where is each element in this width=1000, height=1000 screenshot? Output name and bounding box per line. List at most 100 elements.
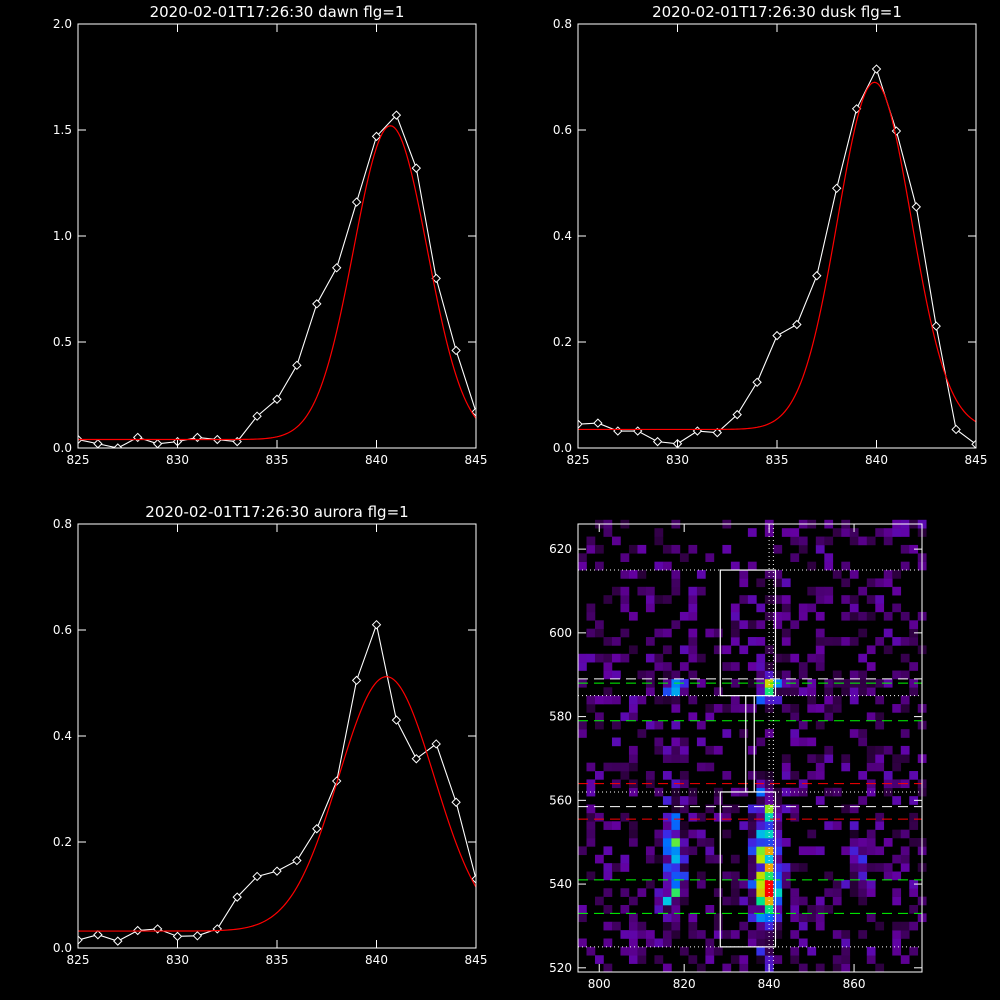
heatmap-cell — [705, 804, 715, 814]
heatmap-cell — [773, 821, 783, 830]
heatmap-cell — [756, 946, 766, 956]
heatmap-cell — [815, 905, 825, 914]
heatmap-cell — [773, 846, 783, 856]
heatmap-cell — [594, 653, 604, 663]
heatmap-cell — [875, 578, 885, 588]
data-point-marker — [93, 930, 103, 940]
data-point-marker — [192, 432, 203, 443]
heatmap-cell — [747, 821, 757, 830]
heatmap-cell — [849, 536, 859, 546]
heatmap-cell — [739, 704, 749, 713]
heatmap-cell — [611, 821, 621, 830]
heatmap-cell — [722, 662, 732, 671]
heatmap-cell — [764, 670, 774, 680]
heatmap-cell — [662, 888, 672, 897]
heatmap-cell — [900, 955, 910, 964]
heatmap-cell — [688, 595, 698, 604]
heatmap-cell — [671, 720, 681, 730]
data-point-marker — [593, 418, 603, 428]
heatmap-cell — [798, 544, 808, 554]
heatmap-cell — [620, 946, 630, 956]
heatmap-cell — [662, 812, 672, 822]
heatmap-cell — [611, 670, 621, 680]
heatmap-cell — [790, 687, 800, 696]
heatmap-cell — [790, 553, 800, 562]
heatmap-cell — [798, 670, 808, 680]
heatmap-cell — [781, 595, 791, 604]
heatmap-cell — [773, 812, 783, 822]
heatmap-cell — [645, 687, 655, 696]
heatmap-cell — [900, 729, 910, 738]
heatmap-cell — [824, 687, 834, 696]
heatmap-cell — [900, 854, 910, 864]
heatmap-cell — [654, 888, 664, 897]
heatmap-cell — [807, 737, 817, 747]
heatmap-cell — [892, 603, 902, 613]
data-point-marker — [831, 183, 842, 194]
heatmap-cell — [722, 829, 732, 839]
heatmap-cell — [764, 913, 774, 923]
heatmap-cell — [688, 812, 698, 822]
heatmap-cell — [841, 846, 851, 856]
heatmap-cell — [832, 787, 842, 797]
heatmap-cell — [730, 888, 740, 897]
heatmap-cell — [756, 829, 766, 839]
heatmap-cell — [713, 812, 723, 822]
heatmap-cell — [594, 544, 604, 554]
heatmap-cell — [909, 544, 919, 554]
heatmap-cell — [722, 645, 732, 655]
heatmap-cell — [603, 921, 613, 931]
heatmap-cell — [688, 695, 698, 705]
heatmap-cell — [730, 662, 740, 671]
heatmap-cell — [739, 821, 749, 830]
data-point-marker — [431, 273, 441, 284]
heatmap-cell — [637, 570, 647, 579]
heatmap-cell — [773, 544, 783, 554]
heatmap-cell — [671, 745, 681, 755]
heatmap-cell — [815, 544, 825, 554]
heatmap-cell — [722, 804, 732, 814]
heatmap-cell — [790, 812, 800, 822]
heatmap-cell — [790, 729, 800, 738]
heatmap-cell — [841, 528, 851, 537]
heatmap-cell — [671, 913, 681, 923]
heatmap-cell — [815, 846, 825, 856]
heatmap-cell — [909, 637, 919, 646]
heatmap-cell — [849, 879, 859, 889]
heatmap-cell — [679, 946, 689, 956]
heatmap-cell — [781, 762, 791, 772]
heatmap-cell — [722, 896, 732, 906]
heatmap-cell — [628, 645, 638, 655]
heatmap-cell — [756, 737, 766, 747]
heatmap-cell — [747, 888, 757, 897]
heatmap-cell — [764, 678, 774, 688]
heatmap-cell — [688, 586, 698, 596]
data-point-marker — [451, 345, 461, 356]
heatmap-cell — [892, 796, 902, 805]
data-point-marker — [391, 110, 402, 120]
heatmap-cell — [841, 678, 851, 688]
heatmap-cell — [654, 854, 664, 864]
heatmap-cell — [841, 938, 851, 948]
heatmap-cell — [696, 812, 706, 822]
data-point-marker — [812, 271, 822, 281]
heatmap-cell — [849, 854, 859, 864]
heatmap-cell — [892, 896, 902, 906]
heatmap-cell — [824, 678, 834, 688]
heatmap-cell — [892, 946, 902, 956]
heatmap-cell — [620, 905, 630, 914]
heatmap-cell — [654, 628, 664, 638]
heatmap-cell — [764, 695, 774, 705]
heatmap-cell — [637, 946, 647, 956]
y-tick-label: 0.4 — [53, 729, 72, 743]
heatmap-cell — [858, 771, 868, 780]
heatmap-cell — [773, 879, 783, 889]
heatmap-cell — [832, 888, 842, 897]
heatmap-cell — [781, 670, 791, 680]
heatmap-cell — [705, 704, 715, 713]
heatmap-cell — [645, 720, 655, 730]
heatmap-cell — [645, 586, 655, 596]
heatmap-cell — [696, 762, 706, 772]
heatmap-cell — [747, 620, 757, 629]
plot-frame — [577, 23, 977, 449]
